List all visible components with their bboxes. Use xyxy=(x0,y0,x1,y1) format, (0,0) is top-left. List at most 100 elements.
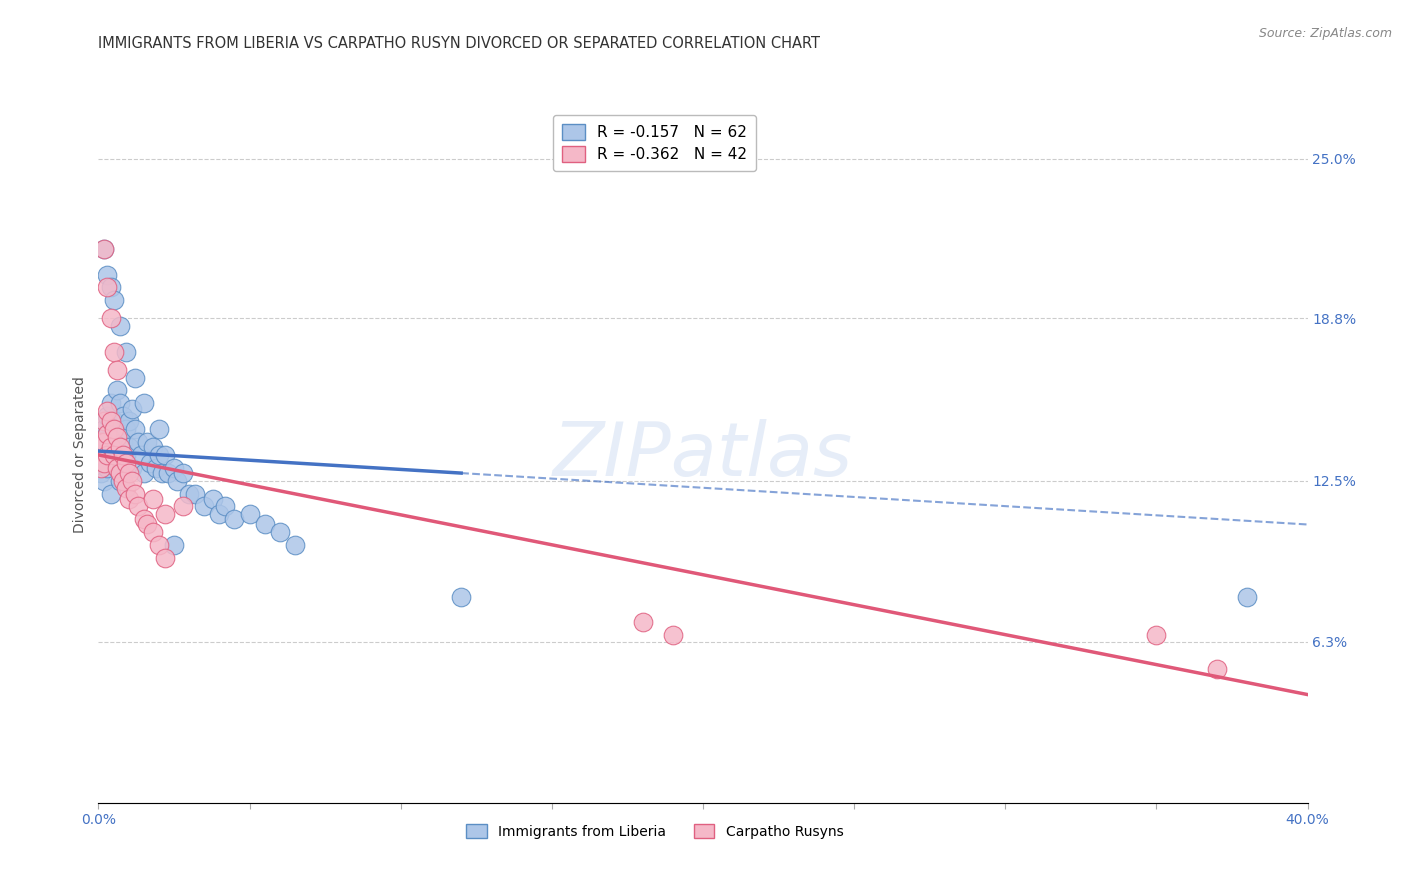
Point xyxy=(90,435,112,450)
Point xyxy=(284,538,307,552)
Point xyxy=(132,396,155,410)
Point xyxy=(179,486,201,500)
Point xyxy=(105,460,128,475)
Point xyxy=(1236,590,1258,604)
Point xyxy=(118,466,141,480)
Point xyxy=(121,401,143,416)
Point xyxy=(108,474,131,488)
Point xyxy=(153,551,176,566)
Point xyxy=(124,370,146,384)
Point xyxy=(135,435,157,450)
Point xyxy=(193,500,215,514)
Point xyxy=(100,311,122,326)
Point xyxy=(90,466,112,480)
Point xyxy=(1144,628,1167,642)
Point xyxy=(269,525,291,540)
Point xyxy=(100,414,122,428)
Point xyxy=(153,507,176,521)
Point xyxy=(153,448,176,462)
Point xyxy=(96,280,118,294)
Point xyxy=(202,491,225,506)
Point xyxy=(100,440,122,454)
Point xyxy=(661,628,683,642)
Y-axis label: Divorced or Separated: Divorced or Separated xyxy=(73,376,87,533)
Point xyxy=(129,448,152,462)
Point xyxy=(96,427,118,442)
Point xyxy=(132,466,155,480)
Legend: Immigrants from Liberia, Carpatho Rusyns: Immigrants from Liberia, Carpatho Rusyns xyxy=(460,819,849,845)
Point xyxy=(253,517,276,532)
Point xyxy=(172,466,194,480)
Point xyxy=(96,460,118,475)
Point xyxy=(118,491,141,506)
Point xyxy=(111,435,134,450)
Point xyxy=(127,500,149,514)
Point xyxy=(184,486,207,500)
Point xyxy=(96,427,118,442)
Point xyxy=(208,507,231,521)
Point xyxy=(239,507,262,521)
Point xyxy=(450,590,472,604)
Point xyxy=(103,448,125,462)
Point xyxy=(142,525,165,540)
Point xyxy=(142,491,165,506)
Point xyxy=(96,404,118,418)
Point xyxy=(1206,662,1229,676)
Point xyxy=(103,422,125,436)
Point xyxy=(118,440,141,454)
Point xyxy=(105,363,128,377)
Point xyxy=(93,440,115,454)
Point xyxy=(108,440,131,454)
Point xyxy=(103,414,125,428)
Point xyxy=(100,396,122,410)
Text: ZIPatlas: ZIPatlas xyxy=(553,419,853,491)
Point xyxy=(105,384,128,398)
Point xyxy=(148,448,170,462)
Point xyxy=(114,422,136,436)
Point xyxy=(118,414,141,428)
Point xyxy=(114,448,136,462)
Point xyxy=(166,474,188,488)
Point xyxy=(93,474,115,488)
Point xyxy=(163,538,186,552)
Point xyxy=(148,422,170,436)
Point xyxy=(111,448,134,462)
Point xyxy=(108,396,131,410)
Point xyxy=(127,435,149,450)
Point xyxy=(93,242,115,256)
Point xyxy=(103,344,125,359)
Point xyxy=(108,319,131,334)
Point xyxy=(163,460,186,475)
Point xyxy=(150,466,173,480)
Point xyxy=(172,500,194,514)
Point xyxy=(96,268,118,282)
Point xyxy=(214,500,236,514)
Point xyxy=(93,242,115,256)
Point xyxy=(145,460,167,475)
Point xyxy=(105,460,128,475)
Point xyxy=(93,414,115,428)
Point xyxy=(105,430,128,444)
Point xyxy=(114,344,136,359)
Text: IMMIGRANTS FROM LIBERIA VS CARPATHO RUSYN DIVORCED OR SEPARATED CORRELATION CHAR: IMMIGRANTS FROM LIBERIA VS CARPATHO RUSY… xyxy=(98,36,821,51)
Point xyxy=(132,512,155,526)
Point xyxy=(93,456,115,470)
Point xyxy=(100,486,122,500)
Point xyxy=(121,460,143,475)
Point xyxy=(124,422,146,436)
Point xyxy=(103,440,125,454)
Point xyxy=(114,482,136,496)
Point xyxy=(139,456,162,470)
Point xyxy=(111,474,134,488)
Point xyxy=(93,422,115,436)
Point xyxy=(100,280,122,294)
Point xyxy=(103,293,125,308)
Point xyxy=(224,512,246,526)
Point xyxy=(135,517,157,532)
Point xyxy=(124,486,146,500)
Point xyxy=(90,460,112,475)
Point xyxy=(156,466,179,480)
Point xyxy=(108,466,131,480)
Point xyxy=(121,474,143,488)
Point xyxy=(96,448,118,462)
